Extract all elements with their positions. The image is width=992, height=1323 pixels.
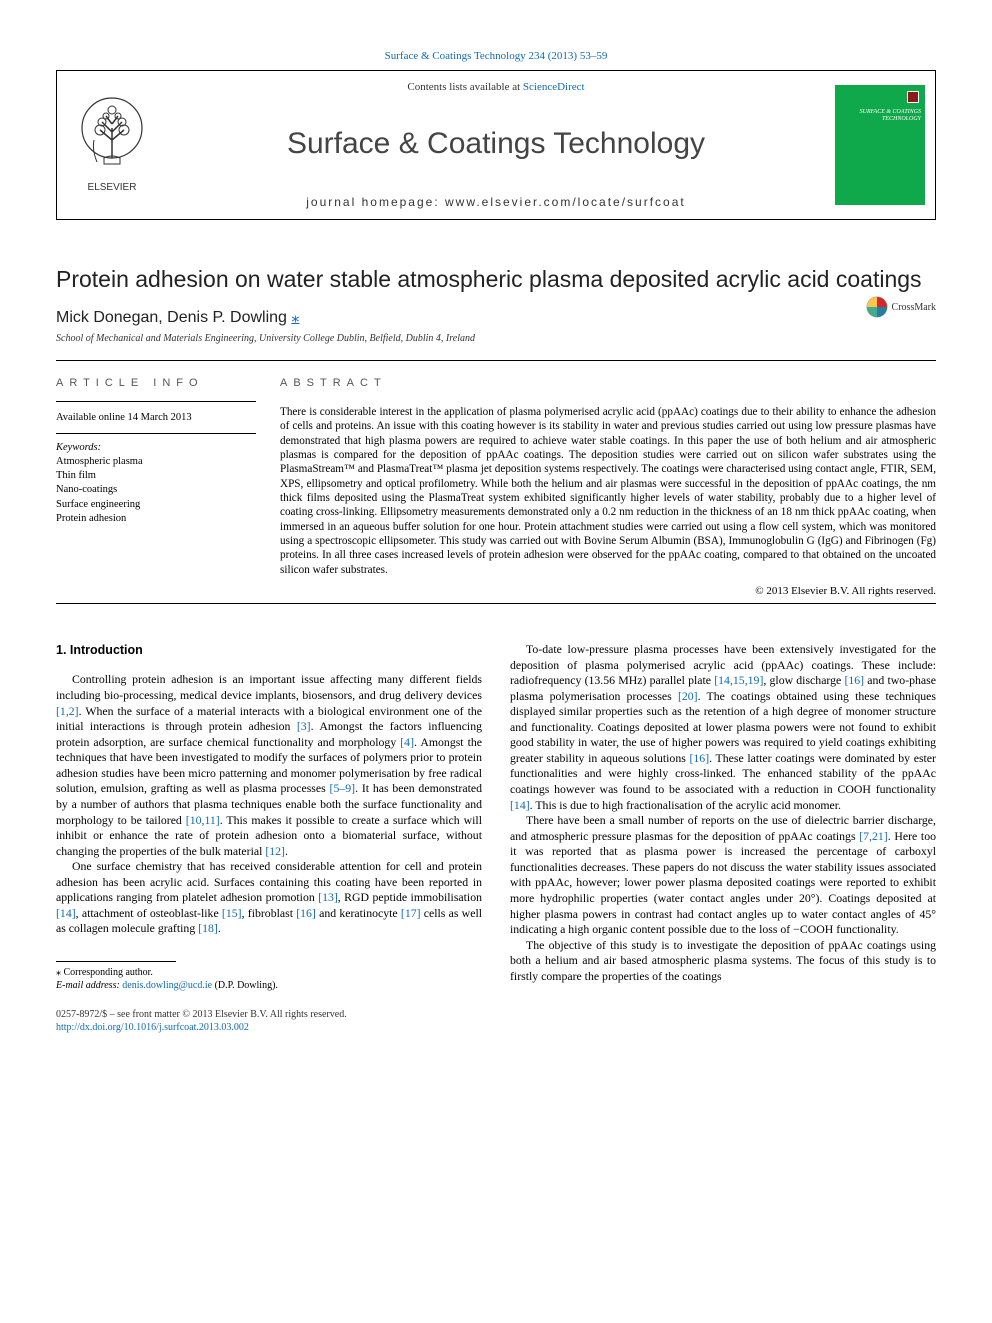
authors-text: Mick Donegan, Denis P. Dowling <box>56 309 287 326</box>
journal-citation[interactable]: Surface & Coatings Technology 234 (2013)… <box>385 50 608 62</box>
email-line: E-mail address: denis.dowling@ucd.ie (D.… <box>56 979 482 992</box>
contents-prefix: Contents lists available at <box>407 81 522 93</box>
citation-link[interactable]: [15] <box>222 906 242 920</box>
header-center: Contents lists available at ScienceDirec… <box>167 71 825 219</box>
journal-name: Surface & Coatings Technology <box>287 127 705 161</box>
citation-link[interactable]: [14] <box>56 906 76 920</box>
keyword: Surface engineering <box>56 498 260 512</box>
sciencedirect-link[interactable]: ScienceDirect <box>523 81 585 93</box>
article-info-label: article info <box>56 377 260 389</box>
keywords-heading: Keywords: <box>56 442 260 453</box>
journal-homepage: journal homepage: www.elsevier.com/locat… <box>306 195 685 209</box>
citation-link[interactable]: [10,11] <box>186 813 220 827</box>
authors: Mick Donegan, Denis P. Dowling ⁎ <box>56 307 936 327</box>
article-info-column: article info Available online 14 March 2… <box>56 361 280 597</box>
citation-link[interactable]: [5–9] <box>330 781 356 795</box>
body-columns: 1. Introduction Controlling protein adhe… <box>56 642 936 992</box>
citation-link[interactable]: [18] <box>198 921 218 935</box>
keyword: Atmospheric plasma <box>56 455 260 469</box>
article-title: Protein adhesion on water stable atmosph… <box>56 266 936 293</box>
cover-title: SURFACE & COATINGS TECHNOLOGY <box>835 109 921 122</box>
doi-link[interactable]: http://dx.doi.org/10.1016/j.surfcoat.201… <box>56 1022 249 1033</box>
citation-link[interactable]: [16] <box>296 906 316 920</box>
abstract-column: abstract There is considerable interest … <box>280 361 936 597</box>
footnote-rule <box>56 961 176 962</box>
elsevier-tree-icon: ELSEVIER <box>72 90 152 200</box>
keywords-list: Atmospheric plasma Thin film Nano-coatin… <box>56 455 260 526</box>
email-label: E-mail address: <box>56 980 122 991</box>
available-online: Available online 14 March 2013 <box>56 412 260 423</box>
body-paragraph: The objective of this study is to invest… <box>510 938 936 985</box>
affiliation: School of Mechanical and Materials Engin… <box>56 333 936 344</box>
body-paragraph: Controlling protein adhesion is an impor… <box>56 672 482 859</box>
journal-header: ELSEVIER Contents lists available at Sci… <box>56 70 936 220</box>
cover-band-icon <box>907 91 919 103</box>
section-heading: 1. Introduction <box>56 642 482 659</box>
info-abstract-row: article info Available online 14 March 2… <box>56 361 936 597</box>
info-rule-1 <box>56 401 256 402</box>
citation-link[interactable]: [16] <box>844 673 864 687</box>
citation-link[interactable]: [17] <box>401 906 421 920</box>
journal-cover-thumb: SURFACE & COATINGS TECHNOLOGY <box>835 85 925 205</box>
abstract-text: There is considerable interest in the ap… <box>280 405 936 577</box>
svg-text:ELSEVIER: ELSEVIER <box>88 182 137 193</box>
email-name: (D.P. Dowling). <box>212 980 278 991</box>
citation-link[interactable]: [12] <box>265 844 285 858</box>
citation-link[interactable]: [3] <box>297 719 311 733</box>
corresponding-marker[interactable]: ⁎ <box>291 309 299 326</box>
citation-link[interactable]: [7,21] <box>859 829 888 843</box>
abstract-label: abstract <box>280 377 936 389</box>
contents-line: Contents lists available at ScienceDirec… <box>407 81 584 93</box>
keyword: Nano-coatings <box>56 483 260 497</box>
elsevier-logo-cell: ELSEVIER <box>57 71 167 219</box>
citation-link[interactable]: [14] <box>510 798 530 812</box>
citation-link[interactable]: [4] <box>400 735 414 749</box>
page-footer: 0257-8972/$ – see front matter © 2013 El… <box>56 1008 936 1034</box>
body-paragraph: There have been a small number of report… <box>510 813 936 938</box>
crossmark-icon <box>866 296 888 318</box>
journal-citation-link: Surface & Coatings Technology 234 (2013)… <box>56 50 936 62</box>
citation-link[interactable]: [16] <box>689 751 709 765</box>
citation-link[interactable]: [20] <box>678 689 698 703</box>
citation-link[interactable]: [14,15,19] <box>714 673 763 687</box>
crossmark-badge[interactable]: CrossMark <box>866 296 936 318</box>
issn-line: 0257-8972/$ – see front matter © 2013 El… <box>56 1008 936 1021</box>
abstract-copyright: © 2013 Elsevier B.V. All rights reserved… <box>280 585 936 597</box>
citation-link[interactable]: [13] <box>318 890 338 904</box>
cover-thumb-cell: SURFACE & COATINGS TECHNOLOGY <box>825 71 935 219</box>
citation-link[interactable]: [1,2] <box>56 704 79 718</box>
crossmark-label: CrossMark <box>892 302 936 313</box>
divider-bottom <box>56 603 936 604</box>
body-paragraph: To-date low-pressure plasma processes ha… <box>510 642 936 813</box>
footnote-block: ⁎ Corresponding author. E-mail address: … <box>56 961 482 992</box>
keyword: Thin film <box>56 469 260 483</box>
corresponding-author-note: ⁎ Corresponding author. <box>56 966 482 979</box>
keyword: Protein adhesion <box>56 512 260 526</box>
email-link[interactable]: denis.dowling@ucd.ie <box>122 980 212 991</box>
body-paragraph: One surface chemistry that has received … <box>56 859 482 937</box>
